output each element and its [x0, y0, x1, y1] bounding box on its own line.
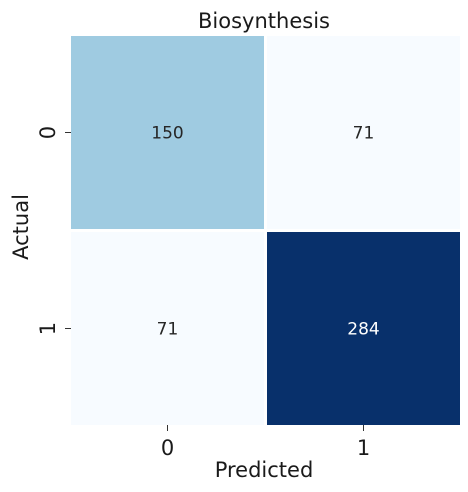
- heatmap-cell-value-0-1: 71: [353, 124, 375, 144]
- y-tick-label-1: 1: [36, 322, 60, 335]
- x-axis-label: Predicted: [215, 458, 314, 482]
- heatmap-cell-1-0: [71, 232, 264, 425]
- heatmap-cell-value-1-1: 284: [347, 320, 379, 340]
- heatmap-cell-labels: 150 71 71 284: [151, 124, 379, 340]
- heatmap-cell-value-1-0: 71: [157, 320, 179, 340]
- y-axis-ticks: 01: [36, 126, 71, 335]
- heatmap-cell-1-1: [267, 232, 460, 425]
- x-tick-label-1: 1: [357, 436, 370, 460]
- heatmap-cell-value-0-0: 150: [151, 124, 183, 144]
- heatmap-cells: [71, 36, 460, 425]
- y-axis-label: Actual: [9, 194, 33, 260]
- x-tick-label-0: 0: [161, 436, 174, 460]
- heatmap-cell-0-1: [267, 36, 460, 229]
- chart-title: Biosynthesis: [198, 9, 330, 33]
- heatmap-cell-0-0: [71, 36, 264, 229]
- y-tick-label-0: 0: [36, 126, 60, 139]
